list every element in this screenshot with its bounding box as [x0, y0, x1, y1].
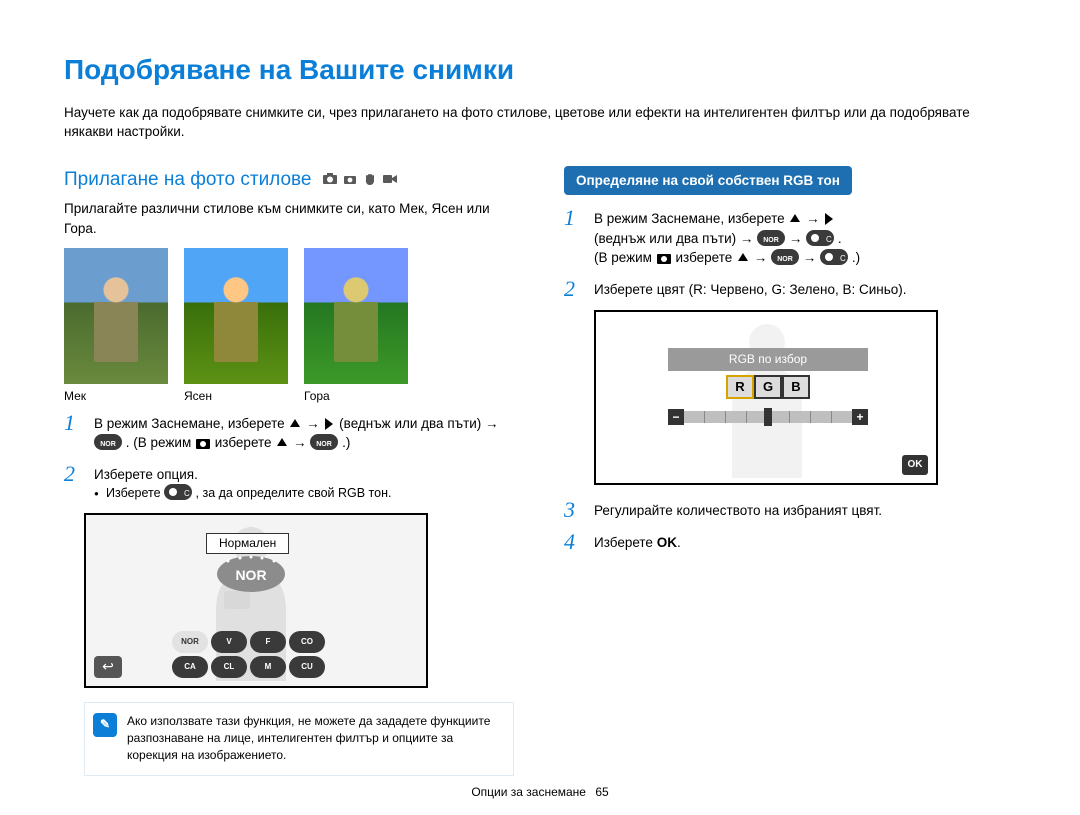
svg-text:C: C — [184, 489, 190, 498]
nor-pill-icon: NOR — [94, 434, 122, 450]
step-2-bullet: Изберете C , за да определите свой RGB т… — [94, 484, 516, 502]
right-chevron-icon — [323, 417, 335, 431]
rgb-slider[interactable]: − + — [668, 407, 868, 427]
svg-text:C: C — [840, 254, 846, 263]
nor-pill-icon: NOR — [757, 230, 785, 246]
page-footer: Опции за заснемане 65 — [0, 784, 1080, 801]
step-1-right: В режим Заснемане, изберете → (веднъж ил… — [594, 207, 1016, 268]
svg-text:C: C — [826, 235, 832, 244]
left-column: Прилагане на фото стилове Прилагайте раз… — [64, 166, 516, 776]
step-2-right: Изберете цвят (R: Червено, G: Зелено, В:… — [594, 278, 1016, 300]
pill-cl[interactable]: CL — [211, 656, 247, 678]
thumb-label: Гора — [304, 388, 408, 405]
custom-rgb-pill-icon: C — [820, 249, 848, 265]
section-heading: Прилагане на фото стилове — [64, 166, 312, 194]
thumb-label: Мек — [64, 388, 168, 405]
right-column: Определяне на свой собствен RGB тон 1 В … — [564, 166, 1016, 776]
nor-badge-large: NOR — [216, 555, 286, 593]
rgb-panel-title: RGB по избор — [668, 348, 868, 371]
step-number: 2 — [64, 463, 82, 503]
pill-f[interactable]: F — [250, 631, 286, 653]
page-title: Подобряване на Вашите снимки — [64, 50, 1016, 91]
up-arrow-icon — [736, 251, 750, 265]
thumb-label: Ясен — [184, 388, 288, 405]
pill-ca[interactable]: CA — [172, 656, 208, 678]
step-4-right: Изберете OK. — [594, 531, 1016, 553]
step-number: 1 — [64, 412, 82, 453]
lcd-icon-grid: NOR V F CO CA CL M CU — [172, 631, 325, 678]
style-thumbnails: Мек Ясен Гора — [64, 248, 516, 405]
slider-knob[interactable] — [764, 408, 772, 426]
slider-minus[interactable]: − — [668, 409, 684, 425]
ok-badge[interactable]: OK — [902, 455, 928, 475]
video-icon — [382, 171, 398, 187]
info-icon: ✎ — [93, 713, 117, 737]
lcd-preview-right: RGB по избор R G B − + OK — [594, 310, 938, 485]
svg-text:NOR: NOR — [317, 441, 333, 448]
thumb-vivid — [184, 248, 288, 384]
pill-m[interactable]: M — [250, 656, 286, 678]
pill-cu[interactable]: CU — [289, 656, 325, 678]
step-3-right: Регулирайте количеството на избраният цв… — [594, 499, 1016, 521]
custom-rgb-pill-icon: C — [164, 484, 192, 500]
svg-text:NOR: NOR — [235, 567, 266, 583]
step-number: 4 — [564, 531, 582, 553]
slider-plus[interactable]: + — [852, 409, 868, 425]
lcd-label: Нормален — [206, 533, 289, 554]
camera-dot-icon — [195, 436, 211, 450]
back-button[interactable]: ↩ — [94, 656, 122, 678]
camera-icon — [322, 171, 338, 187]
right-chevron-icon — [823, 212, 835, 226]
thumb-soft — [64, 248, 168, 384]
step-number: 2 — [564, 278, 582, 300]
pill-v[interactable]: V — [211, 631, 247, 653]
up-arrow-icon — [288, 417, 302, 431]
step-2-left: Изберете опция. — [94, 465, 516, 485]
up-arrow-icon — [788, 212, 802, 226]
callout-heading: Определяне на свой собствен RGB тон — [564, 166, 852, 196]
mode-icons — [322, 171, 398, 187]
step-number: 3 — [564, 499, 582, 521]
rgb-r-box[interactable]: R — [726, 375, 754, 399]
camera-small-icon — [342, 171, 358, 187]
lcd-preview-left: Нормален NOR NOR V F CO CA CL M CU — [84, 513, 428, 688]
svg-text:NOR: NOR — [763, 237, 779, 244]
info-note: ✎ Ако използвате тази функция, не можете… — [84, 702, 514, 776]
hand-icon — [362, 171, 378, 187]
camera-dot-icon — [656, 251, 672, 265]
step-number: 1 — [564, 207, 582, 268]
pill-co[interactable]: CO — [289, 631, 325, 653]
svg-text:NOR: NOR — [100, 441, 116, 448]
rgb-b-box[interactable]: B — [782, 375, 810, 399]
step-1-left: В режим Заснемане, изберете → (веднъж ил… — [94, 412, 516, 453]
section-desc: Прилагайте различни стилове към снимките… — [64, 199, 516, 238]
nor-pill-icon: NOR — [310, 434, 338, 450]
svg-text:NOR: NOR — [777, 256, 793, 263]
intro-paragraph: Научете как да подобрявате снимките си, … — [64, 103, 1016, 142]
up-arrow-icon — [275, 436, 289, 450]
custom-rgb-pill-icon: C — [806, 230, 834, 246]
pill-nor[interactable]: NOR — [172, 631, 208, 653]
thumb-forest — [304, 248, 408, 384]
rgb-g-box[interactable]: G — [754, 375, 782, 399]
nor-pill-icon: NOR — [771, 249, 799, 265]
